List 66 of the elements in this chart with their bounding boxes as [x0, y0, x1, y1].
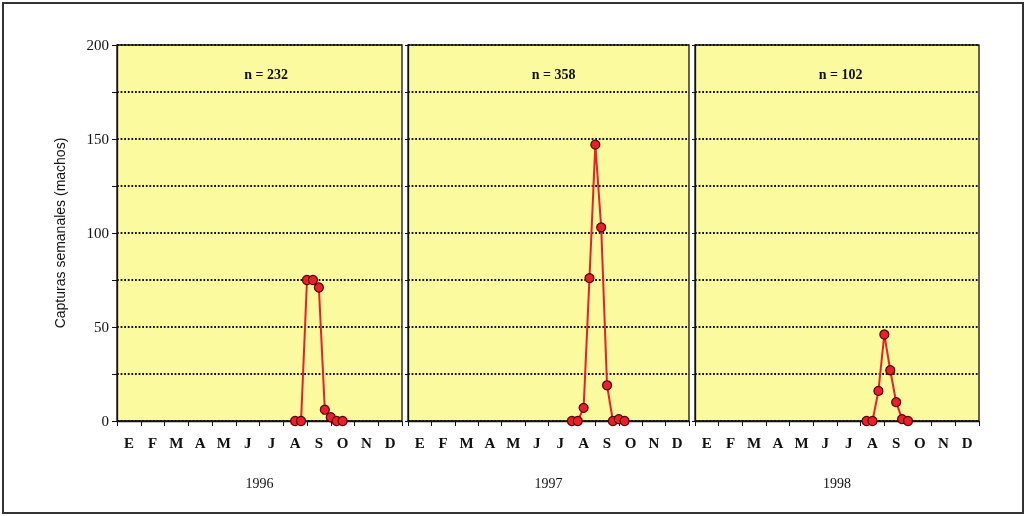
- y-tick-label: 200: [86, 37, 109, 53]
- point: [578, 402, 589, 413]
- point: [885, 365, 896, 376]
- x-tick-label: J: [243, 434, 252, 451]
- point: [601, 380, 613, 391]
- x-tick-label: A: [867, 434, 879, 451]
- point: [891, 397, 902, 408]
- point: [596, 222, 607, 233]
- x-tick-label: S: [891, 434, 901, 451]
- x-tick-label: J: [533, 434, 542, 451]
- x-tick-label: F: [438, 434, 448, 451]
- y-tick-label: 50: [94, 319, 109, 335]
- x-tick-label: E: [701, 434, 712, 451]
- x-tick-label: D: [961, 434, 973, 451]
- x-tick-label: D: [671, 434, 683, 451]
- x-tick-label: N: [648, 434, 660, 451]
- x-tick-label: J: [845, 434, 854, 451]
- point: [867, 415, 878, 427]
- point: [590, 139, 601, 150]
- y-axis-title: Capturas semanales (machos): [52, 137, 68, 329]
- x-tick-label: O: [336, 434, 349, 451]
- x-tick-label: F: [725, 434, 736, 451]
- point: [319, 404, 330, 415]
- x-tick-label: N: [938, 434, 950, 451]
- x-axis-title: 1996: [245, 475, 274, 491]
- y-tick-label: 0: [101, 413, 109, 429]
- point: [584, 273, 595, 284]
- x-tick-label: M: [506, 434, 521, 451]
- y-tick-label: 150: [86, 131, 109, 147]
- point: [619, 415, 630, 427]
- x-tick-label: O: [624, 434, 637, 451]
- point: [572, 415, 583, 427]
- x-tick-label: M: [459, 434, 474, 451]
- point: [307, 274, 319, 286]
- x-tick-label: J: [267, 434, 276, 451]
- x-axis-title: 1997: [534, 475, 563, 491]
- point: [879, 329, 890, 340]
- x-tick-label: M: [169, 434, 184, 451]
- x-tick-label: S: [602, 434, 612, 451]
- x-tick-label: E: [123, 434, 134, 451]
- x-tick-label: M: [216, 434, 231, 451]
- x-tick-label: A: [772, 434, 784, 451]
- x-tick-label: A: [289, 434, 301, 451]
- x-tick-label: A: [484, 434, 496, 451]
- x-tick-label: D: [384, 434, 396, 451]
- text: n = 102: [818, 66, 863, 82]
- x-tick-label: M: [747, 434, 762, 451]
- text: n = 358: [531, 66, 576, 82]
- x-tick-label: E: [414, 434, 425, 451]
- x-tick-label: J: [821, 434, 830, 451]
- x-tick-label: M: [794, 434, 809, 451]
- point: [873, 385, 884, 397]
- x-tick-label: S: [314, 434, 324, 451]
- x-tick-label: F: [148, 434, 158, 451]
- x-axis-title: 1998: [823, 475, 851, 491]
- x-tick-label: N: [360, 434, 372, 451]
- point: [902, 415, 914, 427]
- point: [313, 282, 324, 293]
- x-tick-label: A: [194, 434, 206, 451]
- y-tick-label: 100: [86, 225, 109, 241]
- text: n = 232: [244, 66, 288, 82]
- x-tick-label: J: [556, 434, 565, 451]
- point: [337, 415, 348, 427]
- point: [295, 415, 307, 427]
- x-tick-label: O: [914, 434, 926, 451]
- x-tick-label: A: [578, 434, 590, 451]
